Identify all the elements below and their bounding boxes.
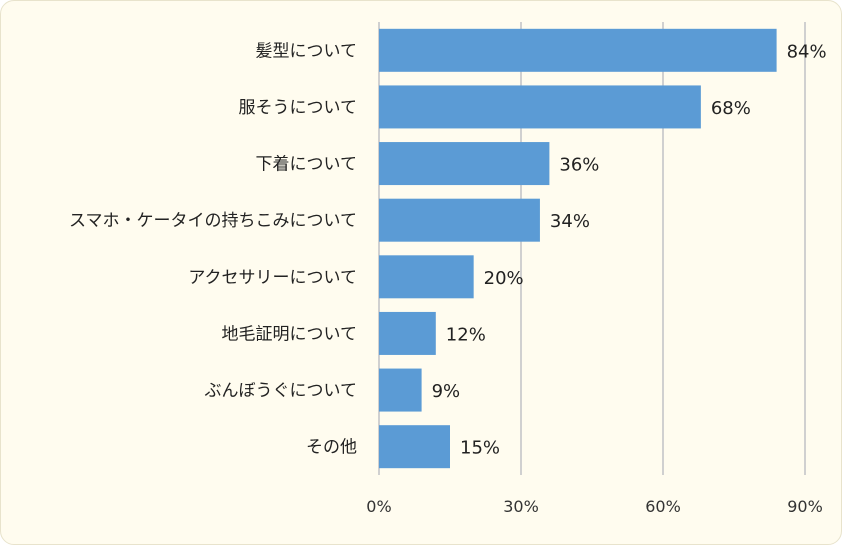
category-label-8: その他 xyxy=(306,438,357,458)
value-label-5: 20% xyxy=(484,268,524,289)
value-label-4: 34% xyxy=(550,211,590,232)
bar-3 xyxy=(379,142,550,186)
bar-2 xyxy=(379,85,701,129)
value-labels: 84% 68% 36% 34% 20% 12% 9% 15% xyxy=(432,41,827,458)
x-tick-30: 30% xyxy=(503,497,539,516)
x-tick-90: 90% xyxy=(787,497,823,516)
category-label-3: 下着について xyxy=(256,155,358,175)
bar-8 xyxy=(379,425,450,469)
bar-6 xyxy=(379,311,436,355)
category-label-1: 髪型について xyxy=(256,41,358,61)
category-labels: 髪型について服そうについて下着についてスマホ・ケータイの持ちこみについてアクセサ… xyxy=(69,41,357,457)
value-label-1: 84% xyxy=(787,41,827,62)
bar-5 xyxy=(379,255,474,299)
bars xyxy=(379,28,777,469)
value-label-8: 15% xyxy=(460,438,500,459)
x-tick-0: 0% xyxy=(366,497,391,516)
bar-7 xyxy=(379,368,422,412)
value-label-6: 12% xyxy=(446,324,486,345)
category-label-7: ぶんぼうぐについて xyxy=(205,381,358,401)
category-label-4: スマホ・ケータイの持ちこみについて xyxy=(69,211,357,231)
x-tick-labels: 0% 30% 60% 90% xyxy=(366,497,822,516)
bar-1 xyxy=(379,28,777,72)
value-label-3: 36% xyxy=(559,155,599,176)
category-label-5: アクセサリーについて xyxy=(188,268,357,288)
bar-4 xyxy=(379,198,540,242)
category-label-6: 地毛証明について xyxy=(222,324,358,344)
value-label-2: 68% xyxy=(711,98,751,119)
x-tick-60: 60% xyxy=(645,497,681,516)
value-label-7: 9% xyxy=(432,381,461,402)
category-label-2: 服そうについて xyxy=(239,98,358,118)
